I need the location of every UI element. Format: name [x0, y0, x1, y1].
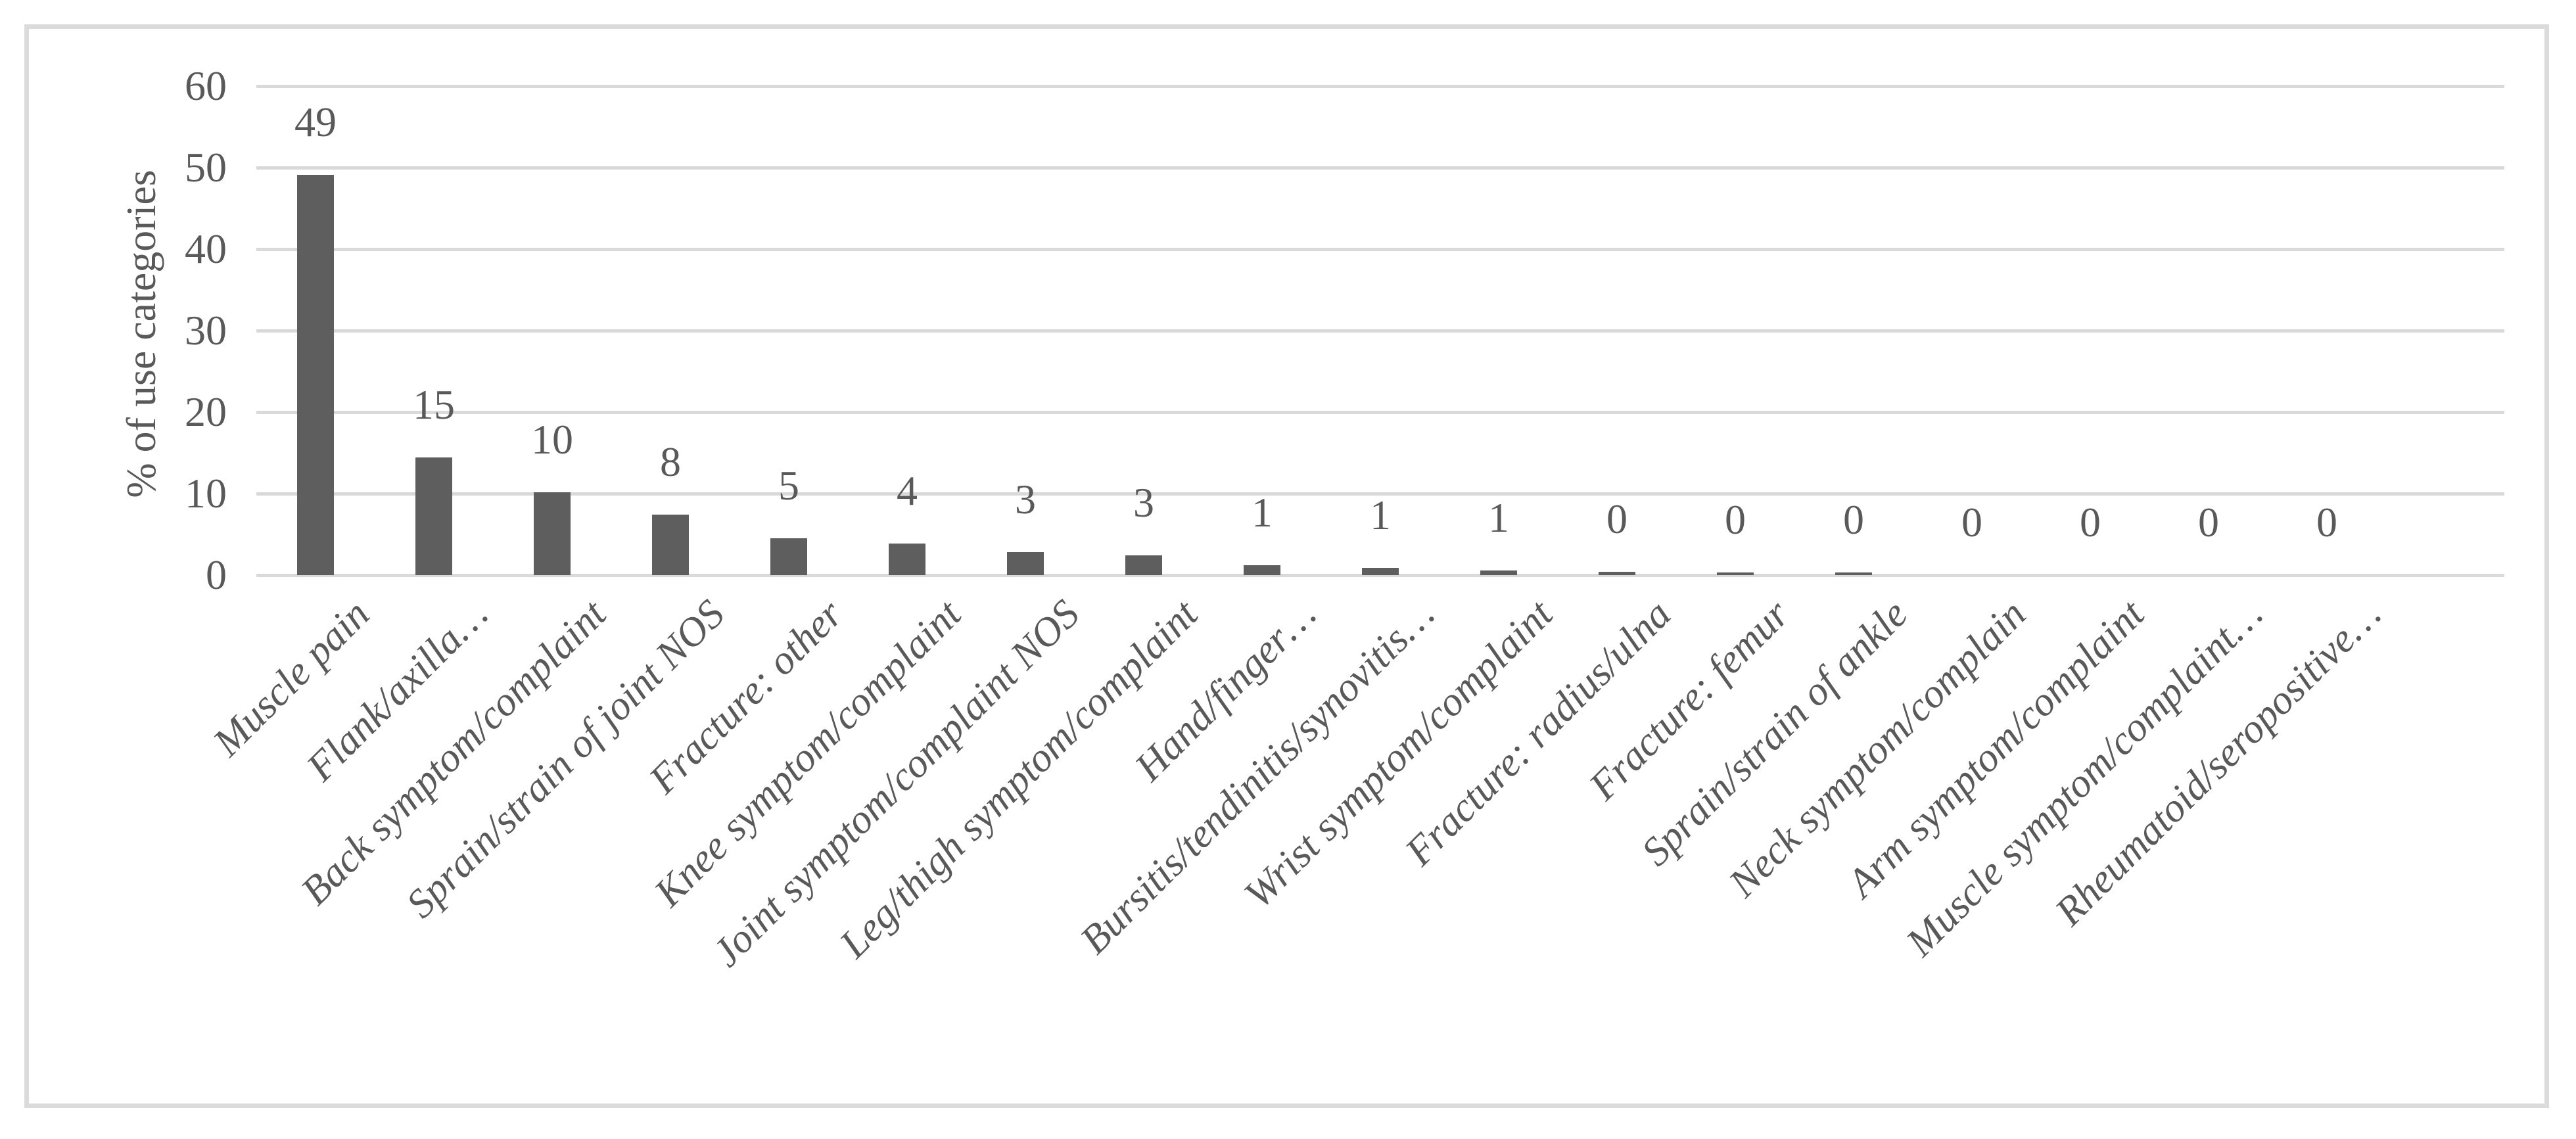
data-label-3: 10 [531, 416, 573, 463]
data-label-14: 0 [1843, 496, 1864, 543]
bar-11 [1480, 570, 1517, 575]
data-label-18: 0 [2316, 499, 2337, 546]
gridline-0 [256, 574, 2504, 577]
y-tick-label-20: 20 [185, 388, 227, 435]
y-tick-label-10: 10 [185, 470, 227, 517]
chart-border [24, 24, 2549, 1108]
gridline-40 [256, 248, 2504, 251]
y-tick-label-30: 30 [185, 307, 227, 354]
data-label-5: 5 [778, 462, 799, 509]
data-label-15: 0 [1961, 499, 1982, 546]
data-label-1: 49 [294, 99, 337, 145]
y-tick-label-40: 40 [185, 225, 227, 272]
bar-5 [770, 538, 807, 575]
gridline-60 [256, 85, 2504, 88]
data-label-8: 3 [1133, 479, 1154, 526]
data-label-7: 3 [1015, 476, 1036, 523]
data-label-17: 0 [2198, 499, 2219, 546]
data-label-11: 1 [1488, 494, 1509, 541]
gridline-50 [256, 166, 2504, 170]
data-label-6: 4 [897, 467, 918, 514]
bar-7 [1007, 552, 1044, 575]
bar-9 [1244, 565, 1280, 575]
bar-2 [415, 457, 452, 575]
y-tick-label-60: 60 [185, 62, 227, 109]
data-label-10: 1 [1370, 492, 1391, 538]
bar-3 [534, 492, 571, 575]
y-tick-label-50: 50 [185, 144, 227, 191]
bar-14 [1835, 572, 1872, 575]
data-label-13: 0 [1725, 496, 1746, 543]
bar-12 [1599, 572, 1635, 575]
data-label-4: 8 [660, 438, 681, 485]
bar-10 [1362, 568, 1399, 575]
gridline-20 [256, 411, 2504, 414]
gridline-10 [256, 492, 2504, 496]
gridline-30 [256, 329, 2504, 333]
bar-6 [889, 544, 925, 575]
data-label-12: 0 [1606, 496, 1628, 542]
data-label-16: 0 [2080, 499, 2101, 546]
data-label-9: 1 [1252, 489, 1273, 536]
bar-1 [297, 175, 334, 575]
bar-8 [1125, 555, 1162, 575]
y-tick-label-0: 0 [206, 551, 227, 598]
bar-4 [652, 515, 689, 575]
data-label-2: 15 [413, 381, 455, 428]
bar-13 [1717, 572, 1754, 575]
